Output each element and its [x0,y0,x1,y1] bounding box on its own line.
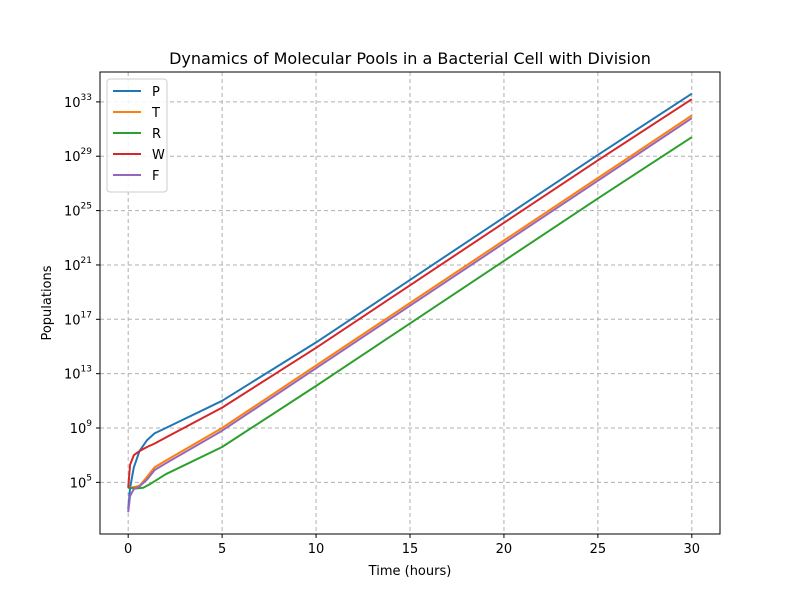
x-tick-label: 20 [496,542,513,557]
y-axis-label: Populations [40,265,55,340]
series-line-F [127,117,693,513]
x-tick-label: 10 [308,542,325,557]
x-tick-label: 0 [124,542,132,557]
legend-label-R: R [152,127,161,142]
legend-box [106,78,168,193]
y-tick-label: 1021 [64,256,92,274]
legend-label-T: T [151,106,160,121]
legend-label-F: F [152,169,159,184]
series-line-P [127,92,693,510]
y-tick-label: 1025 [64,202,92,220]
chart-title: Dynamics of Molecular Pools in a Bacteri… [169,49,651,68]
x-tick-label: 5 [218,542,226,557]
y-axis-ticks: 105 109 1013 1017 1021 1025 1029 1033 [64,93,100,491]
series-line-R [128,136,693,490]
y-tick-label: 1033 [64,93,92,111]
legend-label-P: P [152,85,160,100]
y-tick-label: 105 [70,473,92,491]
x-tick-label: 25 [590,542,607,557]
x-tick-label: 15 [402,542,419,557]
x-axis-ticks: 0 5 10 15 20 25 30 [124,534,700,557]
legend-label-W: W [152,148,165,163]
y-tick-label: 1013 [64,365,92,383]
series-line-W [127,98,693,488]
y-tick-label: 109 [70,419,93,437]
grid-lines [100,72,720,534]
y-tick-label: 1017 [64,310,92,328]
y-tick-label: 1029 [64,147,92,165]
x-tick-label: 30 [684,542,701,557]
series-layer [127,92,693,513]
x-axis-label: Time (hours) [368,564,452,579]
